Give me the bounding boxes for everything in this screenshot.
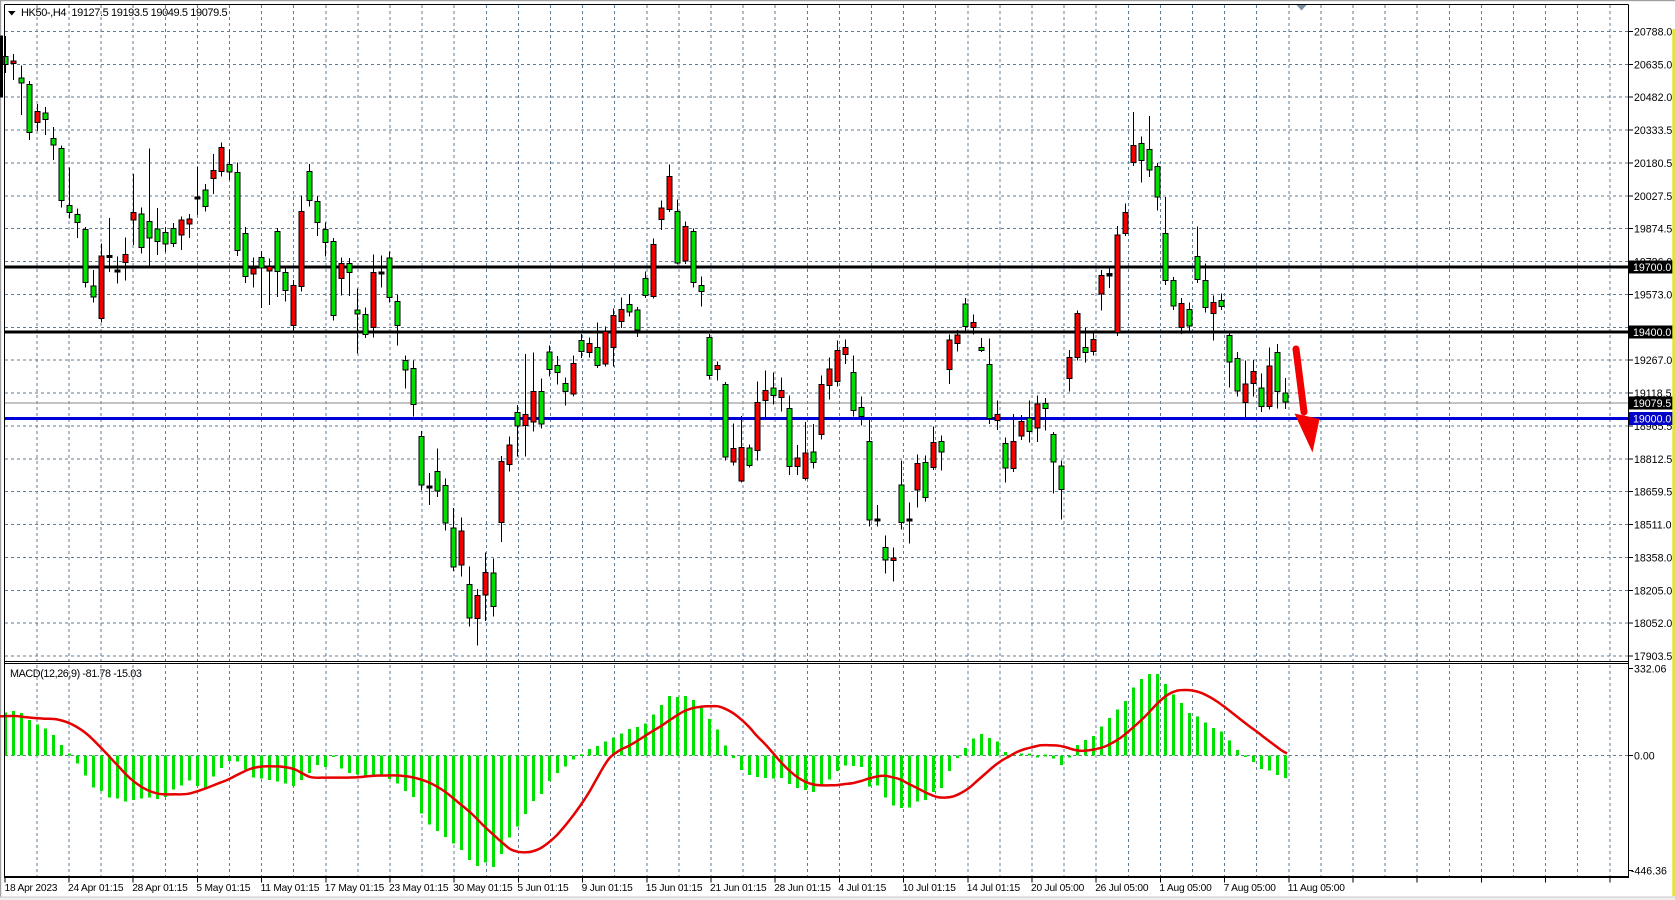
svg-text:10 Jul 01:15: 10 Jul 01:15	[903, 883, 957, 894]
svg-text:20027.5: 20027.5	[1634, 191, 1672, 203]
svg-text:0.00: 0.00	[1634, 751, 1655, 763]
svg-text:15 Jun 01:15: 15 Jun 01:15	[646, 883, 703, 894]
svg-text:11 May 01:15: 11 May 01:15	[261, 883, 320, 894]
svg-text:332.06: 332.06	[1634, 664, 1667, 676]
svg-text:18205.0: 18205.0	[1634, 585, 1672, 597]
svg-text:24 Apr 01:15: 24 Apr 01:15	[68, 883, 124, 894]
svg-text:1 Aug 05:00: 1 Aug 05:00	[1159, 883, 1212, 894]
svg-text:30 May 01:15: 30 May 01:15	[453, 883, 513, 894]
svg-text:18052.0: 18052.0	[1634, 618, 1672, 630]
svg-text:9 Jun 01:15: 9 Jun 01:15	[582, 883, 634, 894]
svg-text:5 May 01:15: 5 May 01:15	[196, 883, 250, 894]
svg-text:20482.0: 20482.0	[1634, 92, 1672, 104]
svg-text:19400.0: 19400.0	[1633, 327, 1671, 339]
svg-text:18812.5: 18812.5	[1634, 454, 1672, 466]
svg-text:23 May 01:15: 23 May 01:15	[389, 883, 449, 894]
svg-text:5 Jun 01:15: 5 Jun 01:15	[517, 883, 569, 894]
svg-text:20333.5: 20333.5	[1634, 125, 1672, 137]
svg-text:19000.0: 19000.0	[1633, 414, 1671, 426]
svg-text:19079.5: 19079.5	[1633, 398, 1671, 410]
svg-text:17 May 01:15: 17 May 01:15	[325, 883, 385, 894]
svg-text:MACD(12,26,9) -81.78 -15.03: MACD(12,26,9) -81.78 -15.03	[10, 668, 142, 680]
svg-text:4 Jul 01:15: 4 Jul 01:15	[838, 883, 886, 894]
svg-text:17903.5: 17903.5	[1634, 651, 1672, 663]
svg-text:18 Apr 2023: 18 Apr 2023	[5, 883, 58, 894]
svg-text:19267.0: 19267.0	[1634, 355, 1672, 367]
svg-text:14 Jul 01:15: 14 Jul 01:15	[967, 883, 1021, 894]
svg-text:11 Aug 05:00: 11 Aug 05:00	[1288, 883, 1345, 894]
svg-text:19700.0: 19700.0	[1633, 262, 1671, 274]
svg-text:21 Jun 01:15: 21 Jun 01:15	[710, 883, 767, 894]
svg-text:7 Aug 05:00: 7 Aug 05:00	[1224, 883, 1277, 894]
svg-text:18358.0: 18358.0	[1634, 552, 1672, 564]
svg-text:26 Jul 05:00: 26 Jul 05:00	[1095, 883, 1149, 894]
svg-text:28 Jun 01:15: 28 Jun 01:15	[774, 883, 831, 894]
svg-text:19573.0: 19573.0	[1634, 290, 1672, 302]
svg-text:18659.5: 18659.5	[1634, 487, 1672, 499]
svg-text:20635.0: 20635.0	[1634, 59, 1672, 71]
svg-text:-446.36: -446.36	[1631, 866, 1667, 878]
svg-text:HK50-,H4 19127.5 19193.5 1904: HK50-,H4 19127.5 19193.5 19049.5 19079.5	[21, 7, 228, 19]
svg-text:19874.5: 19874.5	[1634, 224, 1672, 236]
svg-text:18511.0: 18511.0	[1634, 520, 1672, 532]
svg-text:20 Jul 05:00: 20 Jul 05:00	[1031, 883, 1085, 894]
svg-text:28 Apr 01:15: 28 Apr 01:15	[132, 883, 188, 894]
svg-text:20180.5: 20180.5	[1634, 158, 1672, 170]
svg-text:20788.0: 20788.0	[1634, 27, 1672, 39]
